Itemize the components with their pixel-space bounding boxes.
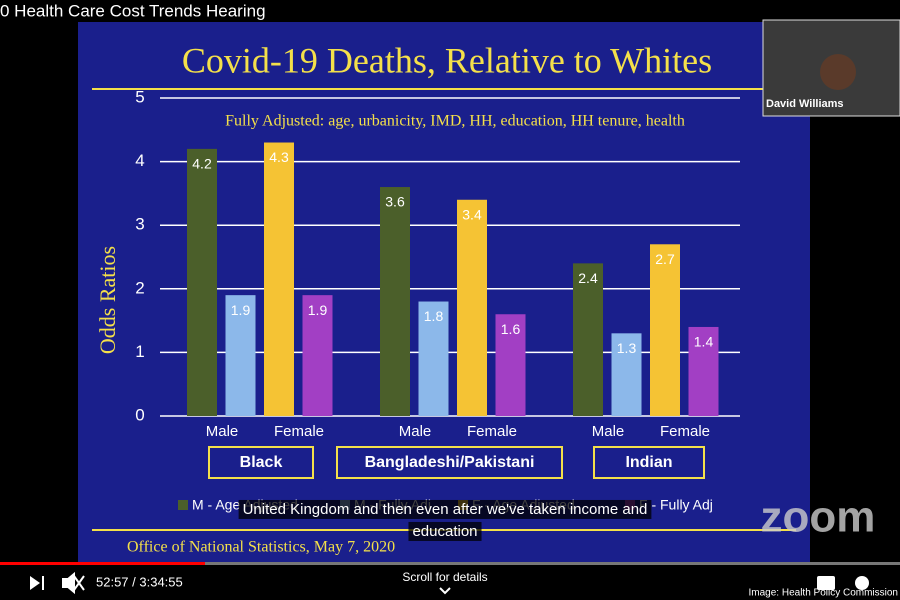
bar [573,263,603,416]
x-tick-label: Bangladeshi/Pakistani [365,454,535,471]
bar [380,187,410,416]
bar [650,244,680,416]
zoom-logo: zoom [761,493,876,542]
bar [611,333,642,416]
x-tick-label: Black [240,454,283,471]
x-sub-label: Female [467,423,517,440]
next-button[interactable] [30,576,44,590]
caption-line: United Kingdom and then even after we've… [243,501,648,518]
value-label: 1.8 [424,308,444,324]
scroll-hint[interactable]: Scroll for details [402,570,487,584]
value-label: 4.2 [192,156,212,172]
value-label: 3.6 [385,194,405,210]
bar [225,295,256,416]
value-label: 2.4 [578,270,598,286]
value-label: 2.7 [655,251,675,267]
chart: 0 1 2 3 4 5 4.2 1.9 4.3 1.9 Male Female 3.6 1.8 3.4 1.6… [135,87,740,513]
value-label: 4.3 [269,149,289,165]
category-box [593,446,705,479]
participant-name: David Williams [766,98,844,110]
y-tick-label: 1 [135,342,144,361]
progress-played [0,562,205,565]
x-sub-label: Female [660,423,710,440]
legend-swatch [178,500,188,510]
y-axis-label: Odds Ratios [95,246,120,354]
progress-track[interactable] [0,562,900,565]
webcam-border [762,19,900,117]
value-label: 1.4 [694,334,714,350]
y-tick-label: 3 [135,215,144,234]
category-box [208,446,314,479]
settings-button[interactable] [855,576,869,590]
x-sub-label: Female [274,423,324,440]
scroll-arrow[interactable] [439,587,451,595]
category-box [336,446,563,479]
x-sub-label: Male [206,423,239,440]
video-title[interactable]: 0 Health Care Cost Trends Hearing [0,1,266,20]
x-tick-label: Indian [625,454,672,471]
mute-button[interactable] [62,571,85,595]
time-display: 52:57 / 3:34:55 [96,574,183,589]
chart-title: Covid-19 Deaths, Relative to Whites [182,40,712,80]
bar [264,142,294,416]
webcam-person [820,54,856,90]
value-label: 3.4 [462,206,482,222]
caption-background [238,499,652,519]
y-tick-label: 0 [135,405,144,424]
source: Office of National Statistics, May 7, 20… [127,539,395,556]
value-label: 1.9 [231,302,251,318]
bar [688,326,719,416]
cc-button[interactable] [817,576,835,590]
bar [187,148,217,416]
y-tick-label: 5 [135,87,144,106]
caption-background [408,521,482,541]
caption-line: education [412,523,477,540]
image-credit: Image: Health Policy Commission [749,588,899,599]
legend-label: F - Fully Adj [639,497,713,513]
y-tick-label: 2 [135,278,144,297]
subtitle: Fully Adjusted: age, urbanicity, IMD, HH… [225,113,685,130]
bar [495,314,526,416]
value-label: 1.6 [501,321,521,337]
bar [457,199,487,416]
value-label: 1.9 [308,302,328,318]
value-label: 1.3 [617,340,637,356]
bar [302,295,333,416]
y-tick-label: 4 [135,151,144,170]
bar [418,301,449,416]
x-sub-label: Male [399,423,432,440]
caption: United Kingdom and then even after we've… [238,499,652,541]
x-sub-label: Male [592,423,625,440]
